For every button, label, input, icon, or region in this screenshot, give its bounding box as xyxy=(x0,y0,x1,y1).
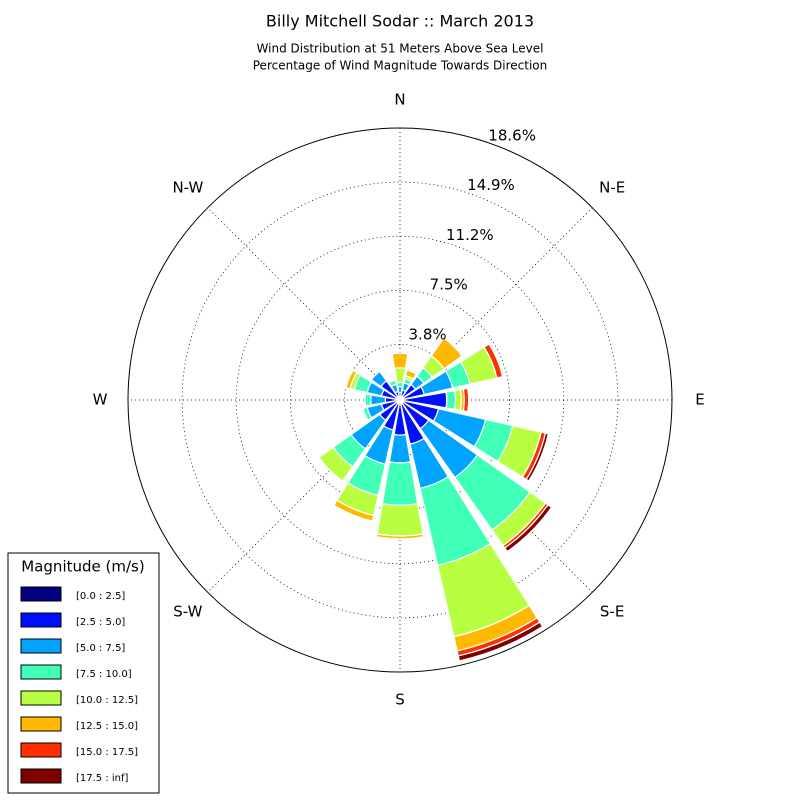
wedge-segment xyxy=(457,621,544,662)
legend-label: [10.0 : 12.5] xyxy=(76,695,138,706)
direction-label: S-E xyxy=(600,603,624,621)
direction-label: S xyxy=(395,691,405,709)
legend-label: [12.5 : 15.0] xyxy=(76,721,138,732)
wedge-segment xyxy=(445,389,457,411)
direction-label: N-W xyxy=(172,178,203,196)
wedge-segment xyxy=(381,461,419,506)
r-tick-label: 18.6% xyxy=(488,126,536,144)
legend-label: [5.0 : 7.5] xyxy=(76,643,125,654)
direction-label: N xyxy=(394,91,405,109)
legend-label: [7.5 : 10.0] xyxy=(76,669,132,680)
direction-label: E xyxy=(695,391,704,409)
wedge-segment xyxy=(388,433,412,464)
wedge-segment xyxy=(443,337,463,357)
direction-label: S-W xyxy=(173,603,202,621)
r-tick-label: 14.9% xyxy=(467,176,515,194)
legend-swatch xyxy=(20,690,62,706)
legend-swatch xyxy=(20,612,62,628)
legend-swatch xyxy=(20,664,62,680)
legend-label: [15.0 : 17.5] xyxy=(76,747,138,758)
wedge-segment xyxy=(364,393,372,407)
legend-label: [2.5 : 5.0] xyxy=(76,617,125,628)
r-tick-label: 3.8% xyxy=(409,326,447,344)
legend-swatch xyxy=(20,768,62,784)
legend-label: [17.5 : inf] xyxy=(76,773,129,784)
wedge-segment xyxy=(504,504,553,553)
wedge-segment xyxy=(393,367,407,384)
wedge-segment xyxy=(525,432,550,482)
direction-label: W xyxy=(93,391,108,409)
wedge-segment xyxy=(333,504,373,522)
chart-subtitle: Wind Distribution at 51 Meters Above Sea… xyxy=(257,42,544,56)
chart-subtitle: Percentage of Wind Magnitude Towards Dir… xyxy=(253,59,547,73)
legend-swatch xyxy=(20,742,62,758)
legend: Magnitude (m/s) [0.0 : 2.5] [2.5 : 5.0] [5… xyxy=(7,552,160,794)
wedge-segment xyxy=(362,408,369,421)
legend-swatch xyxy=(20,716,62,732)
wedge-segment xyxy=(392,352,408,355)
wedge-segment xyxy=(391,352,409,369)
wedge-segment xyxy=(376,503,424,537)
legend-title: Magnitude (m/s) xyxy=(21,558,144,576)
legend-swatch xyxy=(20,638,62,654)
legend-label: [0.0 : 2.5] xyxy=(76,591,125,602)
chart-title: Billy Mitchell Sodar :: March 2013 xyxy=(266,12,534,31)
wedge-segment xyxy=(488,343,504,377)
wedge-segment xyxy=(318,457,343,482)
wedge-segment xyxy=(345,370,354,388)
grid-circle xyxy=(181,181,619,619)
r-tick-label: 11.2% xyxy=(446,226,494,244)
polar-plot: N N-E E S-E S S-W W N-W 3.8% 7.5% 11.2% 14.9% 18.6% xyxy=(93,91,705,709)
direction-label: N-E xyxy=(599,178,625,196)
legend-swatch xyxy=(20,586,62,602)
r-tick-label: 7.5% xyxy=(430,276,468,294)
